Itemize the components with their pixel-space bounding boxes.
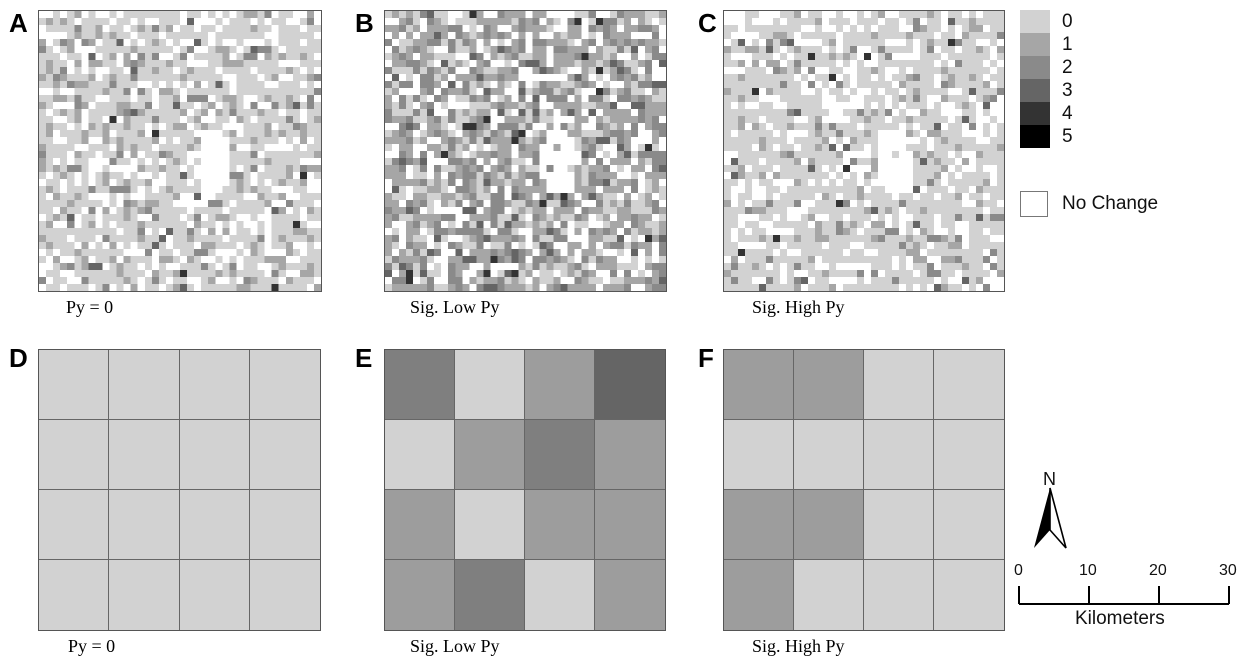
scale-bar-line (1018, 586, 1230, 605)
grid-cell (109, 490, 180, 560)
panel-caption-a: Py = 0 (66, 297, 114, 317)
scale-unit-label: Kilometers (1075, 608, 1165, 629)
change-map-a (38, 10, 322, 292)
panel-caption-c: Sig. High Py (752, 297, 845, 317)
north-label: N (1043, 469, 1056, 489)
panel-letter-e: E (355, 343, 373, 373)
grid-cell (934, 350, 1004, 420)
grid-cell (179, 420, 250, 490)
panel-letter-d: D (9, 343, 28, 373)
grid-cell (109, 560, 180, 630)
grid-cell (525, 350, 595, 420)
grid-cell (385, 350, 455, 420)
grid-cell (39, 560, 110, 630)
legend-label: 0 (1062, 11, 1073, 32)
grid-cell (864, 560, 934, 630)
legend-swatch (1020, 79, 1050, 102)
grid-cell (794, 420, 864, 490)
panel-caption-b: Sig. Low Py (410, 297, 500, 317)
grid-cell (724, 350, 794, 420)
grid-cell (455, 420, 525, 490)
grid-cell (934, 490, 1004, 560)
panel-letter-b: B (355, 8, 374, 38)
grid-cell (385, 420, 455, 490)
panel-caption-d: Py = 0 (68, 636, 116, 656)
grid-cell (864, 420, 934, 490)
grid-cell (794, 560, 864, 630)
grid-cell (595, 490, 665, 560)
legend-swatch (1020, 102, 1050, 125)
scale-tick-10: 10 (1079, 562, 1097, 579)
panel-letter-f: F (698, 343, 714, 373)
grid-cell (249, 350, 320, 420)
grid-cell (39, 490, 110, 560)
grid-cell (724, 420, 794, 490)
grid-cell (934, 420, 1004, 490)
grid-cell (525, 560, 595, 630)
scale-tick-30: 30 (1219, 562, 1237, 579)
grid-cell (525, 420, 595, 490)
grid-cell (525, 490, 595, 560)
grid-cell (455, 560, 525, 630)
aggregated-grid-d (38, 349, 321, 631)
grid-cell (724, 560, 794, 630)
grid-cell (595, 420, 665, 490)
north-arrow-icon (1034, 487, 1067, 549)
legend-label: 1 (1062, 34, 1073, 55)
legend-label: 4 (1062, 103, 1073, 124)
grid-cell (109, 420, 180, 490)
panel-letter-a: A (9, 8, 28, 38)
legend-label: 5 (1062, 126, 1073, 147)
grid-cell (595, 350, 665, 420)
legend-label: 3 (1062, 80, 1073, 101)
grid-cell (249, 560, 320, 630)
change-map-b (384, 10, 667, 292)
panel-caption-e: Sig. Low Py (410, 636, 500, 656)
panel-caption-f: Sig. High Py (752, 636, 845, 656)
grid-cell (595, 560, 665, 630)
grid-cell (794, 350, 864, 420)
no-change-swatch (1020, 191, 1048, 217)
grid-cell (724, 490, 794, 560)
legend-swatch (1020, 33, 1050, 56)
grid-cell (249, 420, 320, 490)
grid-cell (794, 490, 864, 560)
legend-label: 2 (1062, 57, 1073, 78)
legend-swatch (1020, 10, 1050, 33)
legend-swatch (1020, 56, 1050, 79)
grid-cell (934, 560, 1004, 630)
grid-cell (455, 490, 525, 560)
panel-letter-c: C (698, 8, 717, 38)
no-change-label: No Change (1062, 193, 1159, 214)
grid-cell (179, 560, 250, 630)
legend-swatch (1020, 125, 1050, 148)
aggregated-grid-f (723, 349, 1005, 631)
scale-tick-0: 0 (1014, 562, 1023, 579)
grid-cell (864, 350, 934, 420)
grid-cell (179, 350, 250, 420)
grid-cell (109, 350, 180, 420)
grid-cell (385, 490, 455, 560)
aggregated-grid-e (384, 349, 666, 631)
grid-cell (249, 490, 320, 560)
grid-cell (39, 350, 110, 420)
scale-tick-20: 20 (1149, 562, 1167, 579)
grid-cell (179, 490, 250, 560)
grid-cell (864, 490, 934, 560)
grid-cell (385, 560, 455, 630)
change-map-c (723, 10, 1005, 292)
grid-cell (455, 350, 525, 420)
grid-cell (39, 420, 110, 490)
